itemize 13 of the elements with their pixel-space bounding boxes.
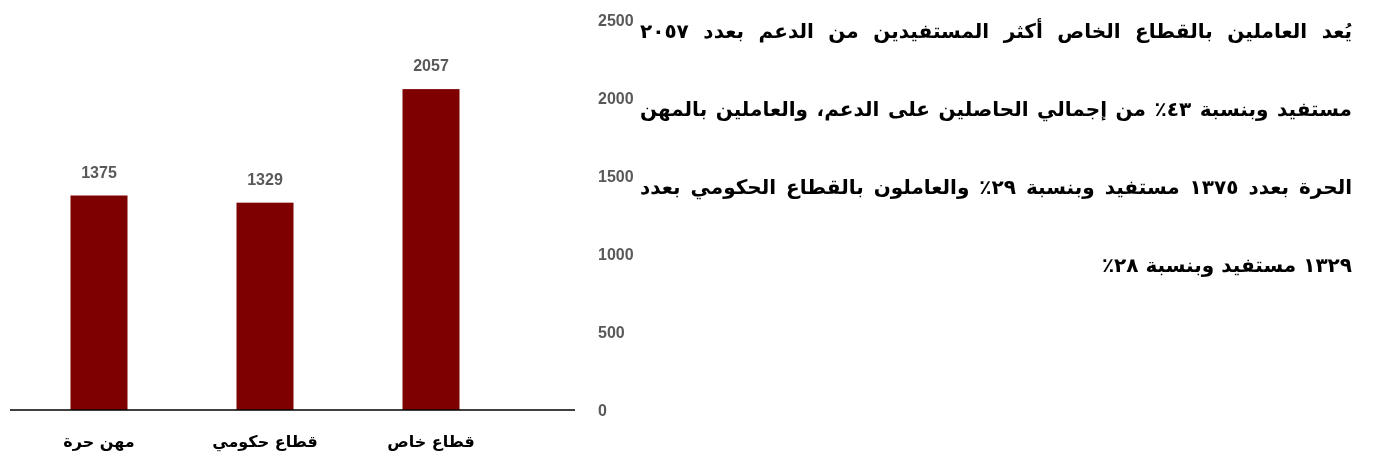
y-tick-label: 500 [598, 324, 625, 341]
y-tick-label: 0 [598, 402, 607, 419]
y-tick-label: 2500 [598, 12, 634, 29]
text: يُعد العاملين بالقطاع الخاص أكثر المستفيدين من الدعم بعدد ٢٠٥٧ مستفيد وبنسبة ٤٣٪ من إجمالي الحاصلين على الدعم، والعاملين بالمهن الحرة بعدد ١٣٧٥ مستفيد وبنسبة ٢٩٪ والعاملون بالقطاع الحكومي بعدد ١٣٢٩ مستفيد وبنسبة ٢٨٪ [640, 19, 1352, 277]
y-tick-label: 2000 [598, 90, 634, 107]
data-label: 1375 [81, 163, 117, 181]
x-tick-label: قطاع حكومي [212, 432, 318, 452]
y-tick-label: 1500 [598, 168, 634, 185]
data-label: 2057 [413, 57, 449, 75]
data-label: 1329 [247, 170, 283, 188]
x-tick-label: مهن حرة [63, 432, 135, 451]
x-tick-label: قطاع خاص [387, 432, 475, 451]
y-tick-label: 1000 [598, 246, 634, 263]
